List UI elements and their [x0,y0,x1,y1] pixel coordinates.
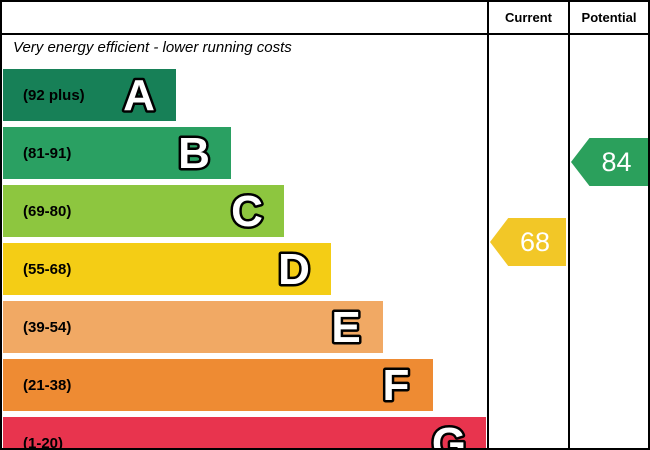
svg-text:B: B [178,130,210,176]
band-row-c: (69-80) C [3,185,487,237]
band-row-f: (21-38) F [3,359,487,411]
band-a-range-label: (92 plus) [23,86,85,104]
band-b-letter: B [176,130,213,176]
svg-text:F: F [383,362,410,408]
band-b-bar: (81-91) B [3,127,231,179]
current-rating-arrow: 68 [490,218,566,266]
svg-text:A: A [123,72,155,118]
svg-text:D: D [278,246,310,292]
band-g-range-label: (1-20) [23,434,64,450]
band-f-letter: F [380,362,412,408]
header-divider [2,33,648,35]
band-d-bar: (55-68) D [3,243,331,295]
band-f-range-label: (21-38) [23,376,72,394]
band-d-letter: D [276,246,313,292]
band-c-bar: (69-80) C [3,185,284,237]
potential-rating-value: 84 [601,146,632,177]
potential-column-header: Potential [581,10,637,25]
potential-column-divider [568,2,570,448]
svg-text:C: C [231,188,263,234]
band-e-letter: E [329,304,363,350]
potential-rating-arrow: 84 [571,138,648,186]
band-row-b: (81-91) B [3,127,487,179]
top-caption: Very energy efficient - lower running co… [13,39,292,56]
band-c-letter: C [229,188,266,234]
band-e-range-label: (39-54) [23,318,72,336]
band-b-range-label: (81-91) [23,144,72,162]
current-rating-value: 68 [519,226,551,257]
svg-text:G: G [432,420,466,450]
svg-text:E: E [331,304,360,350]
band-g-bar: (1-20) G [3,417,486,450]
band-c-range-label: (69-80) [23,202,72,220]
band-d-range-label: (55-68) [23,260,72,278]
band-g-letter: G [429,420,468,450]
band-a-letter: A [121,72,158,118]
band-f-bar: (21-38) F [3,359,433,411]
rating-bands: (92 plus) A (81-91) B (69-80) C [3,69,487,450]
current-column-header: Current [505,10,552,25]
band-row-g: (1-20) G [3,417,487,450]
band-row-d: (55-68) D [3,243,487,295]
band-row-e: (39-54) E [3,301,487,353]
band-row-a: (92 plus) A [3,69,487,121]
band-a-bar: (92 plus) A [3,69,176,121]
band-e-bar: (39-54) E [3,301,383,353]
current-column-divider [487,2,489,448]
